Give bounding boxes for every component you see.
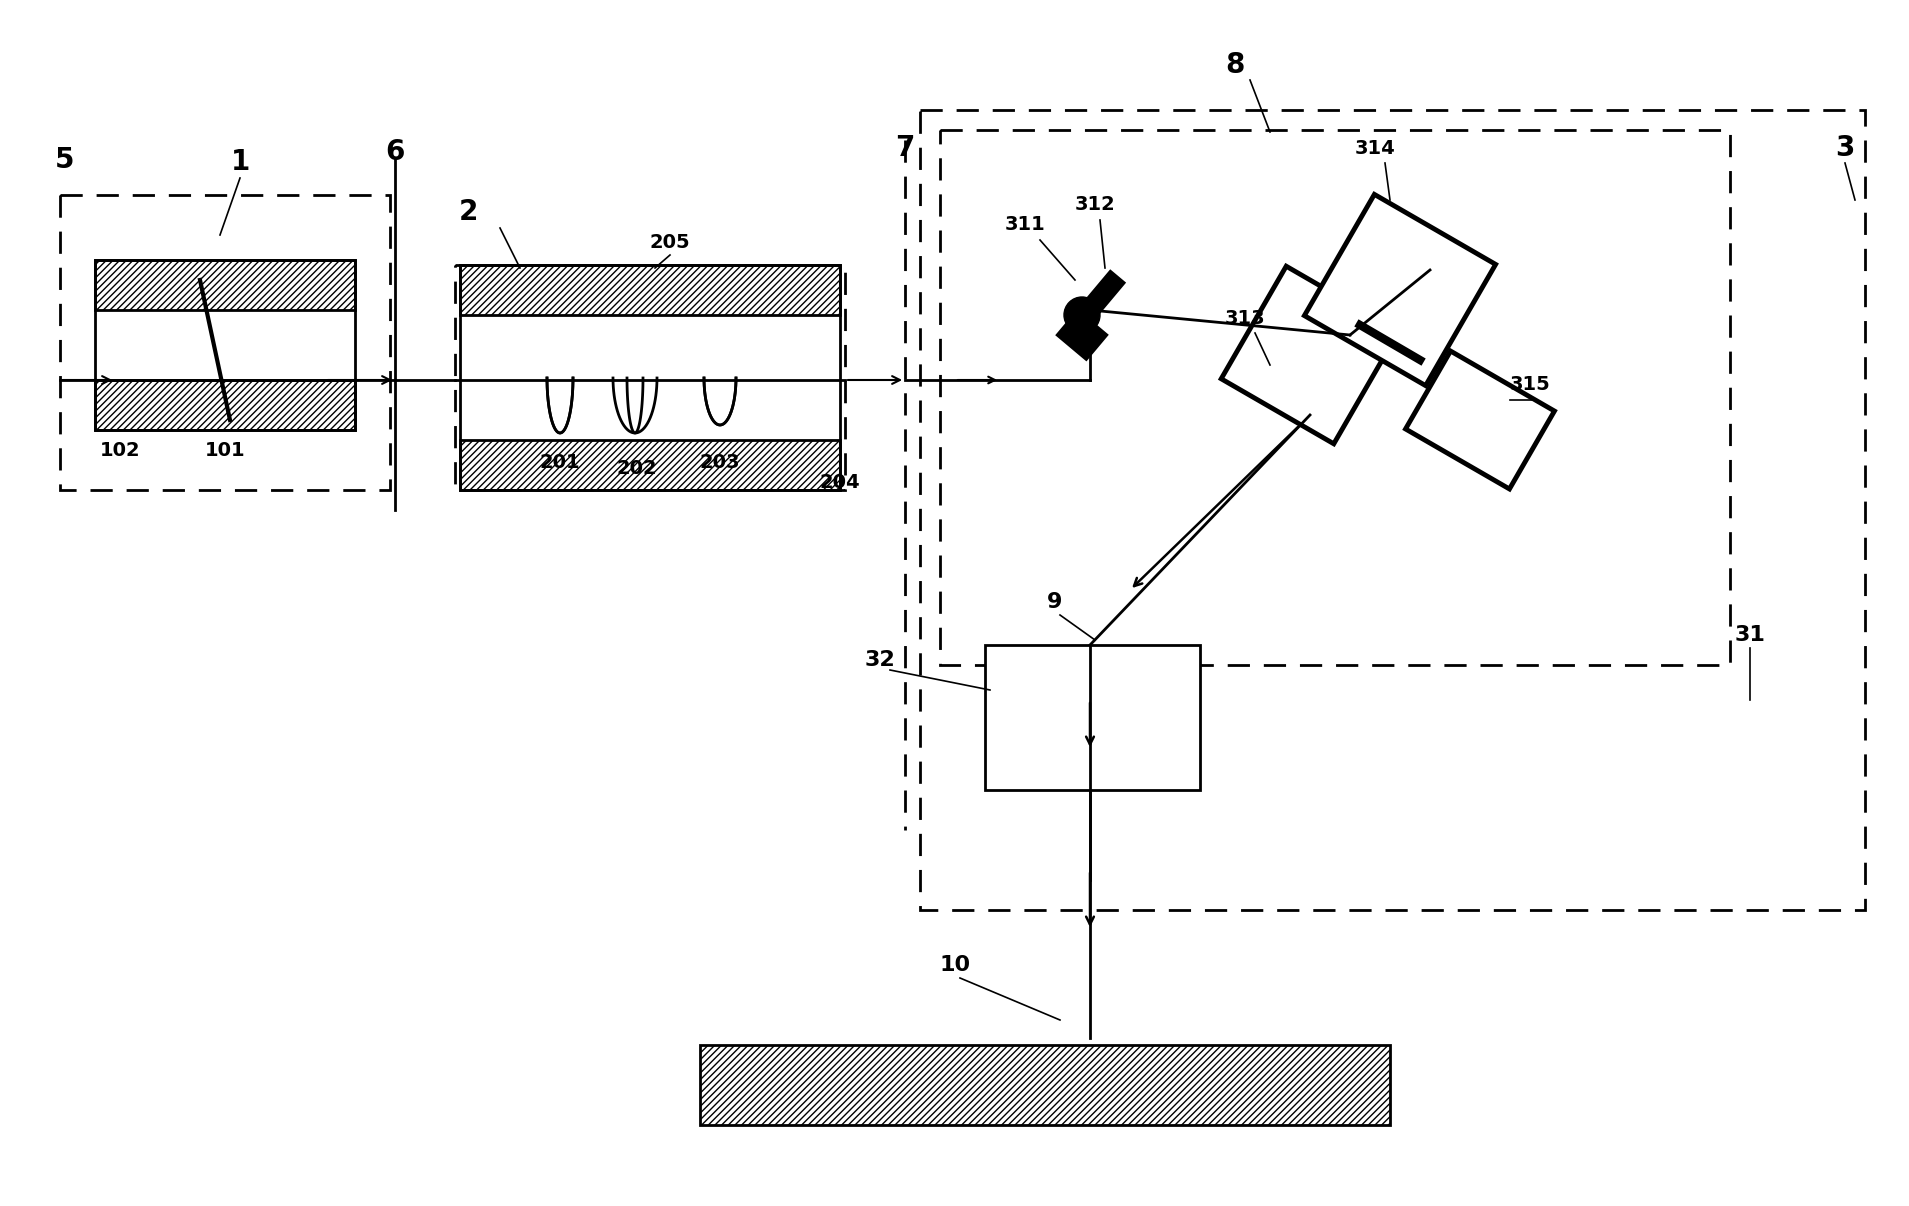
Text: 31: 31 [1735,625,1766,645]
Text: 10: 10 [939,955,970,974]
Bar [59,195,389,490]
Text: 314: 314 [1355,139,1395,158]
Bar [460,265,840,315]
Bar [95,380,355,431]
Bar [939,130,1730,665]
Text: 5: 5 [55,146,74,174]
Text: 6: 6 [386,137,405,166]
Polygon shape [1222,267,1399,444]
Text: 9: 9 [1048,592,1063,611]
Text: 1: 1 [231,148,250,176]
Text: 3: 3 [1835,134,1856,162]
Text: 204: 204 [819,473,861,492]
Text: 205: 205 [649,233,691,252]
Bar [460,440,840,490]
Polygon shape [1058,310,1107,359]
Bar [920,110,1865,911]
Bar [95,260,355,310]
Text: 32: 32 [865,650,895,671]
Text: 203: 203 [701,452,741,472]
Text: 201: 201 [540,452,580,472]
Text: 202: 202 [617,458,657,478]
Text: 7: 7 [895,134,914,162]
Polygon shape [1071,271,1124,329]
Text: 101: 101 [204,440,246,459]
Circle shape [1063,297,1100,333]
Bar [95,260,355,431]
Bar [985,645,1201,790]
Polygon shape [1304,194,1495,386]
Text: 313: 313 [1226,309,1266,328]
Polygon shape [1405,351,1554,488]
Bar [701,1046,1390,1125]
Bar [460,265,840,490]
Text: 102: 102 [99,440,141,459]
Bar [454,265,846,490]
Text: 2: 2 [458,198,477,226]
Text: 315: 315 [1510,375,1550,394]
Text: 311: 311 [1004,216,1046,234]
Text: 8: 8 [1226,51,1245,80]
Text: 312: 312 [1075,195,1115,215]
